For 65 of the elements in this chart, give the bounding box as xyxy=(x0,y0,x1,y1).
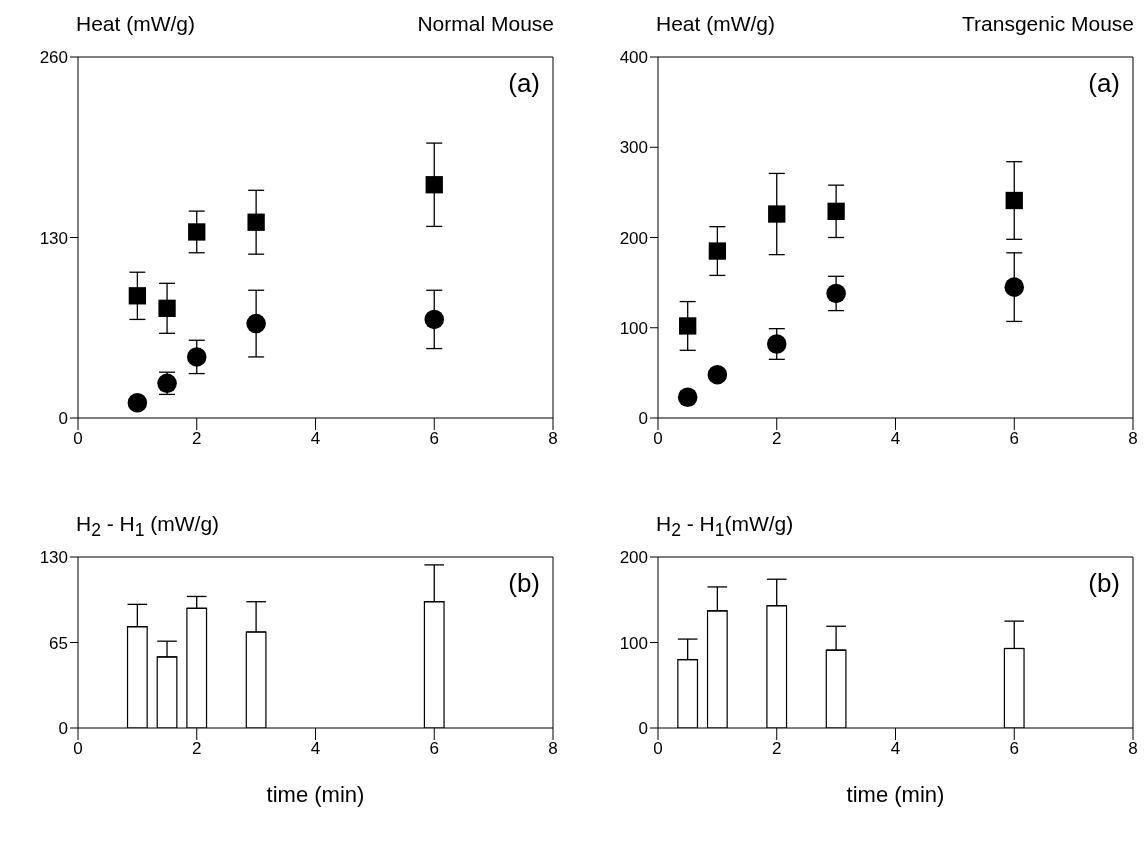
point xyxy=(127,392,148,413)
x-tick-label: 0 xyxy=(73,429,83,449)
x-tick-label: 2 xyxy=(192,429,202,449)
annotation: (b) xyxy=(508,568,540,599)
y-tick-label: 0 xyxy=(638,719,648,739)
point xyxy=(679,317,697,335)
y-tick-label: 260 xyxy=(39,48,68,68)
y-tick-label: 130 xyxy=(39,548,68,568)
point xyxy=(128,287,147,305)
point xyxy=(247,213,265,231)
point xyxy=(188,223,206,241)
point xyxy=(246,313,266,334)
point xyxy=(708,242,727,260)
point xyxy=(1004,277,1025,297)
x-tick-label: 2 xyxy=(772,429,782,449)
point xyxy=(186,347,207,367)
x-axis-title: time (min) xyxy=(266,782,365,807)
x-tick-label: 6 xyxy=(429,429,439,449)
y-axis-title: H$_{2}$ - H$_{1}$ (mW/g) xyxy=(76,512,220,542)
point xyxy=(768,205,786,223)
x-tick-label: 6 xyxy=(1009,429,1019,449)
annotation: (a) xyxy=(1088,68,1120,99)
x-tick-label: 2 xyxy=(772,739,782,759)
chart-title: Transgenic Mouse xyxy=(962,12,1134,36)
y-tick-label: 130 xyxy=(39,228,68,248)
y-tick-label: 400 xyxy=(619,48,648,68)
x-tick-label: 4 xyxy=(890,429,901,449)
x-tick-label: 4 xyxy=(310,429,321,449)
point xyxy=(827,202,845,220)
x-axis-title: time (min) xyxy=(846,782,945,807)
x-tick-label: 0 xyxy=(653,429,663,449)
point xyxy=(677,387,698,407)
y-tick-label: 100 xyxy=(619,633,648,653)
point xyxy=(826,283,846,304)
x-tick-label: 6 xyxy=(429,739,439,759)
y-axis-title: Heat (mW/g) xyxy=(656,12,776,36)
point xyxy=(766,334,787,354)
y-axis-title: Heat (mW/g) xyxy=(76,12,196,36)
x-tick-label: 4 xyxy=(310,739,321,759)
x-tick-label: 2 xyxy=(192,739,202,759)
y-tick-label: 200 xyxy=(619,548,648,568)
annotation: (b) xyxy=(1088,568,1120,599)
x-tick-label: 0 xyxy=(73,739,83,759)
x-tick-label: 8 xyxy=(1128,739,1138,759)
annotation: (a) xyxy=(508,68,540,99)
point xyxy=(425,176,443,194)
y-tick-label: 65 xyxy=(49,633,68,653)
x-tick-label: 8 xyxy=(548,429,558,449)
chart-title: Normal Mouse xyxy=(417,12,554,36)
y-tick-label: 300 xyxy=(619,138,648,158)
point xyxy=(707,364,728,385)
y-tick-label: 100 xyxy=(619,318,648,338)
y-tick-label: 0 xyxy=(638,409,648,429)
point xyxy=(158,299,176,317)
x-tick-label: 6 xyxy=(1009,739,1019,759)
point xyxy=(424,309,445,330)
x-tick-label: 0 xyxy=(653,739,663,759)
y-axis-title: H$_{2}$ - H$_{1}$(mW/g) xyxy=(656,512,794,542)
point xyxy=(1005,191,1023,210)
y-tick-label: 200 xyxy=(619,228,648,248)
x-tick-label: 8 xyxy=(548,739,558,759)
y-tick-label: 0 xyxy=(58,719,68,739)
x-tick-label: 4 xyxy=(890,739,901,759)
y-tick-label: 0 xyxy=(58,409,68,429)
x-tick-label: 8 xyxy=(1128,429,1138,449)
